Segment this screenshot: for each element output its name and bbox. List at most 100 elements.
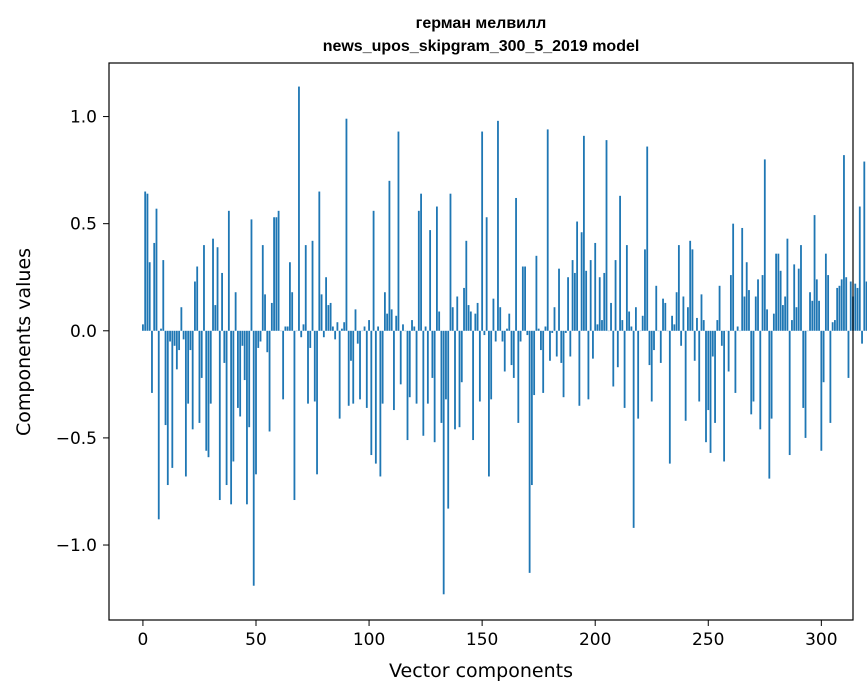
bar	[447, 330, 450, 509]
bar	[797, 268, 800, 331]
bar	[413, 326, 416, 331]
bar	[711, 330, 714, 357]
bar	[838, 285, 841, 331]
bar	[831, 322, 834, 331]
bar	[445, 330, 447, 400]
bar	[594, 242, 597, 331]
bar	[277, 210, 280, 331]
bar	[610, 302, 612, 331]
bar	[571, 260, 574, 331]
bar	[515, 197, 517, 331]
bar	[313, 330, 316, 402]
bar	[311, 240, 314, 331]
x-tick-label: 200	[579, 630, 611, 650]
bar	[442, 330, 445, 595]
bar	[601, 320, 603, 331]
bar	[406, 330, 409, 441]
bar	[331, 326, 334, 331]
bar	[261, 245, 264, 331]
bar	[558, 268, 560, 331]
bar	[282, 330, 285, 400]
bar	[809, 292, 811, 331]
bar	[171, 330, 174, 468]
bar	[768, 330, 771, 479]
bar	[612, 330, 615, 387]
bar	[286, 326, 289, 331]
bar	[562, 330, 565, 398]
bar	[659, 330, 662, 363]
bar	[322, 330, 325, 338]
bar	[503, 330, 506, 372]
bar	[698, 330, 701, 402]
bar	[709, 330, 712, 453]
bar	[497, 120, 499, 331]
bar	[329, 302, 332, 331]
bar	[736, 326, 739, 331]
bar	[426, 330, 429, 404]
bar	[422, 330, 425, 436]
bar	[644, 249, 646, 331]
bar	[605, 140, 608, 331]
bar	[270, 302, 273, 331]
x-tick-label: 0	[138, 630, 149, 650]
bar	[619, 195, 621, 331]
bar	[458, 330, 461, 428]
bar	[227, 210, 230, 331]
bar	[216, 247, 219, 331]
bar	[388, 180, 391, 331]
bar	[589, 260, 592, 331]
bar	[648, 330, 651, 366]
bar	[668, 330, 671, 464]
bar	[530, 330, 533, 486]
bar	[454, 330, 456, 430]
bar	[748, 290, 750, 331]
bar	[365, 330, 368, 408]
bar	[325, 277, 327, 331]
x-axis-label: Vector components	[389, 660, 573, 682]
bar	[368, 320, 370, 331]
bar	[268, 330, 271, 432]
bar	[625, 245, 628, 331]
bar	[472, 330, 474, 441]
bar	[854, 283, 857, 331]
bar	[469, 311, 472, 331]
bar	[298, 86, 300, 331]
bar	[248, 330, 251, 428]
bar	[307, 330, 309, 404]
bar	[304, 245, 307, 331]
bar	[766, 309, 768, 331]
bar	[544, 326, 547, 331]
bar	[239, 330, 242, 417]
bar	[811, 300, 814, 331]
bar	[383, 292, 386, 331]
bar	[827, 275, 830, 331]
bar	[463, 287, 465, 331]
bar	[397, 131, 400, 331]
bar	[354, 309, 357, 331]
bar	[363, 326, 366, 331]
bar	[180, 307, 183, 331]
y-tick-label: −1.0	[56, 536, 97, 556]
bar	[861, 330, 863, 344]
bar	[576, 221, 579, 331]
bar	[499, 307, 502, 331]
chart-title-line-2: news_upos_skipgram_300_5_2019 model	[323, 38, 640, 55]
bar	[390, 309, 393, 331]
bar	[408, 330, 411, 398]
bar	[318, 191, 321, 331]
bar	[551, 330, 554, 333]
bar	[438, 311, 441, 331]
bar	[840, 279, 843, 331]
bar	[316, 330, 318, 475]
bar	[754, 296, 757, 331]
bar	[849, 281, 852, 331]
bar	[338, 330, 341, 419]
bar	[632, 330, 635, 528]
bar	[630, 326, 633, 331]
bar	[153, 242, 156, 331]
bar	[671, 315, 673, 331]
bar	[284, 326, 287, 331]
bar	[560, 330, 563, 363]
y-tick-label: 0.5	[70, 215, 97, 235]
